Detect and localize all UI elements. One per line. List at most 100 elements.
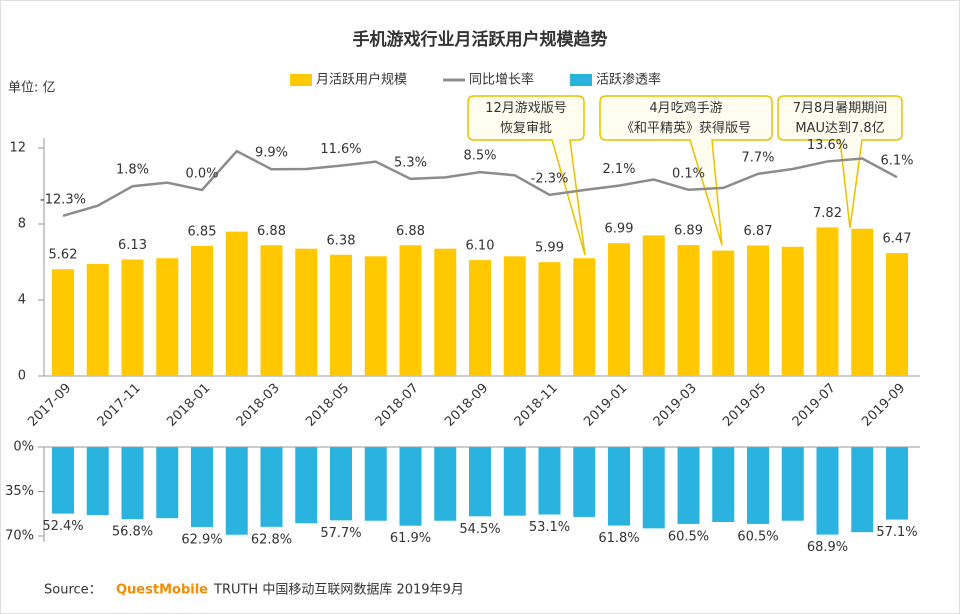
bar [399, 245, 422, 376]
data-label: 6.38 [327, 233, 356, 248]
bar [747, 245, 769, 376]
data-label: 6.85 [188, 224, 217, 239]
bar [330, 447, 352, 521]
bar [642, 235, 665, 376]
legend-swatch [570, 74, 593, 86]
bar [86, 447, 109, 516]
bar [86, 263, 109, 376]
bar [886, 447, 908, 520]
bar [191, 447, 213, 527]
data-label: 6.87 [744, 224, 773, 239]
data-label: 61.8% [598, 531, 639, 546]
bar [434, 248, 457, 376]
bar [608, 243, 630, 376]
y-tick-label: 4 [18, 293, 26, 308]
data-label: 6.89 [674, 224, 703, 239]
data-label: 62.9% [181, 532, 222, 547]
bar [225, 231, 248, 376]
bar [886, 253, 908, 376]
bar [608, 447, 630, 526]
callouts: 12月游戏版号恢复审批 4月吃鸡手游《和平精英》获得版号 7月8月暑期期间 MAU… [467, 95, 903, 256]
callout-text: 7月8月暑期期间 MAU达到7.8亿 [793, 101, 888, 136]
legend-swatch [290, 74, 312, 86]
y-tick-label: 70% [5, 529, 34, 544]
bar [121, 447, 144, 520]
bar [851, 228, 874, 376]
bar [156, 447, 179, 519]
bar [781, 246, 804, 376]
legend-label: 活跃渗透率 [596, 72, 661, 88]
bar [677, 447, 700, 524]
bar [469, 260, 491, 376]
data-label: 9.9% [255, 146, 288, 161]
data-label: 6.99 [605, 222, 634, 237]
data-label: 68.9% [807, 540, 848, 555]
data-label: 60.5% [737, 529, 778, 544]
bar [503, 256, 526, 376]
bar [191, 245, 213, 376]
bar [469, 447, 491, 517]
data-label: 8.5% [463, 149, 496, 164]
data-label: -2.3% [531, 171, 569, 186]
bar [538, 262, 561, 376]
bar [434, 447, 457, 521]
bar [573, 447, 596, 517]
line-series [62, 149, 898, 218]
bar [816, 447, 839, 535]
data-label: 2.1% [602, 162, 635, 177]
callout-text: 4月吃鸡手游《和平精英》获得版号 [621, 100, 751, 136]
data-label: 0.1% [672, 166, 705, 181]
source-brand: QuestMobile [116, 583, 208, 598]
bar [52, 447, 74, 514]
data-label: 6.88 [396, 224, 425, 239]
bar [399, 447, 422, 526]
bar [851, 447, 874, 533]
bar [295, 447, 318, 524]
bar [747, 447, 769, 524]
bar [816, 227, 839, 376]
data-label: 56.8% [112, 525, 153, 540]
bar [712, 250, 735, 376]
y-tick-label: 35% [5, 484, 34, 499]
data-label: 6.88 [257, 224, 286, 239]
bar [225, 447, 248, 535]
data-label: 6.10 [466, 239, 495, 254]
data-label: 1.8% [116, 163, 149, 178]
data-label: 11.6% [320, 142, 361, 157]
bar [52, 269, 74, 376]
y-tick-label: 8 [18, 217, 26, 232]
bar [573, 258, 596, 376]
data-label: -12.3% [40, 192, 86, 207]
bar [260, 245, 283, 376]
callout-box [467, 95, 586, 256]
data-label: 5.62 [49, 248, 78, 263]
data-label: 7.7% [741, 150, 774, 165]
source-text: TRUTH 中国移动互联网数据库 2019年9月 [213, 582, 464, 598]
data-label: 61.9% [390, 531, 431, 546]
data-label: 5.99 [535, 241, 564, 256]
data-label: 62.8% [251, 532, 292, 547]
bar [538, 447, 561, 515]
data-label: 53.1% [529, 520, 570, 535]
bar [121, 259, 144, 376]
data-label: 0.0% [185, 167, 218, 182]
y-axis-label: 单位: 亿 [8, 81, 56, 96]
bar [503, 447, 526, 516]
y-tick-label: 0% [13, 440, 34, 455]
bar [295, 248, 318, 376]
data-label: 13.6% [807, 138, 848, 153]
data-label: 57.7% [320, 526, 361, 541]
data-label: 6.47 [883, 232, 912, 247]
data-label: 57.1% [876, 525, 917, 540]
bar [364, 256, 387, 376]
chart-title: 手机游戏行业月活跃用户规模趋势 [353, 29, 608, 50]
bar [330, 254, 352, 376]
bar [156, 258, 179, 376]
data-label: 6.1% [880, 154, 913, 169]
bar [781, 447, 804, 521]
y-tick-label: 12 [9, 141, 26, 156]
bar [642, 447, 665, 529]
source-prefix: Source： [44, 583, 102, 598]
callout-box [599, 95, 773, 246]
